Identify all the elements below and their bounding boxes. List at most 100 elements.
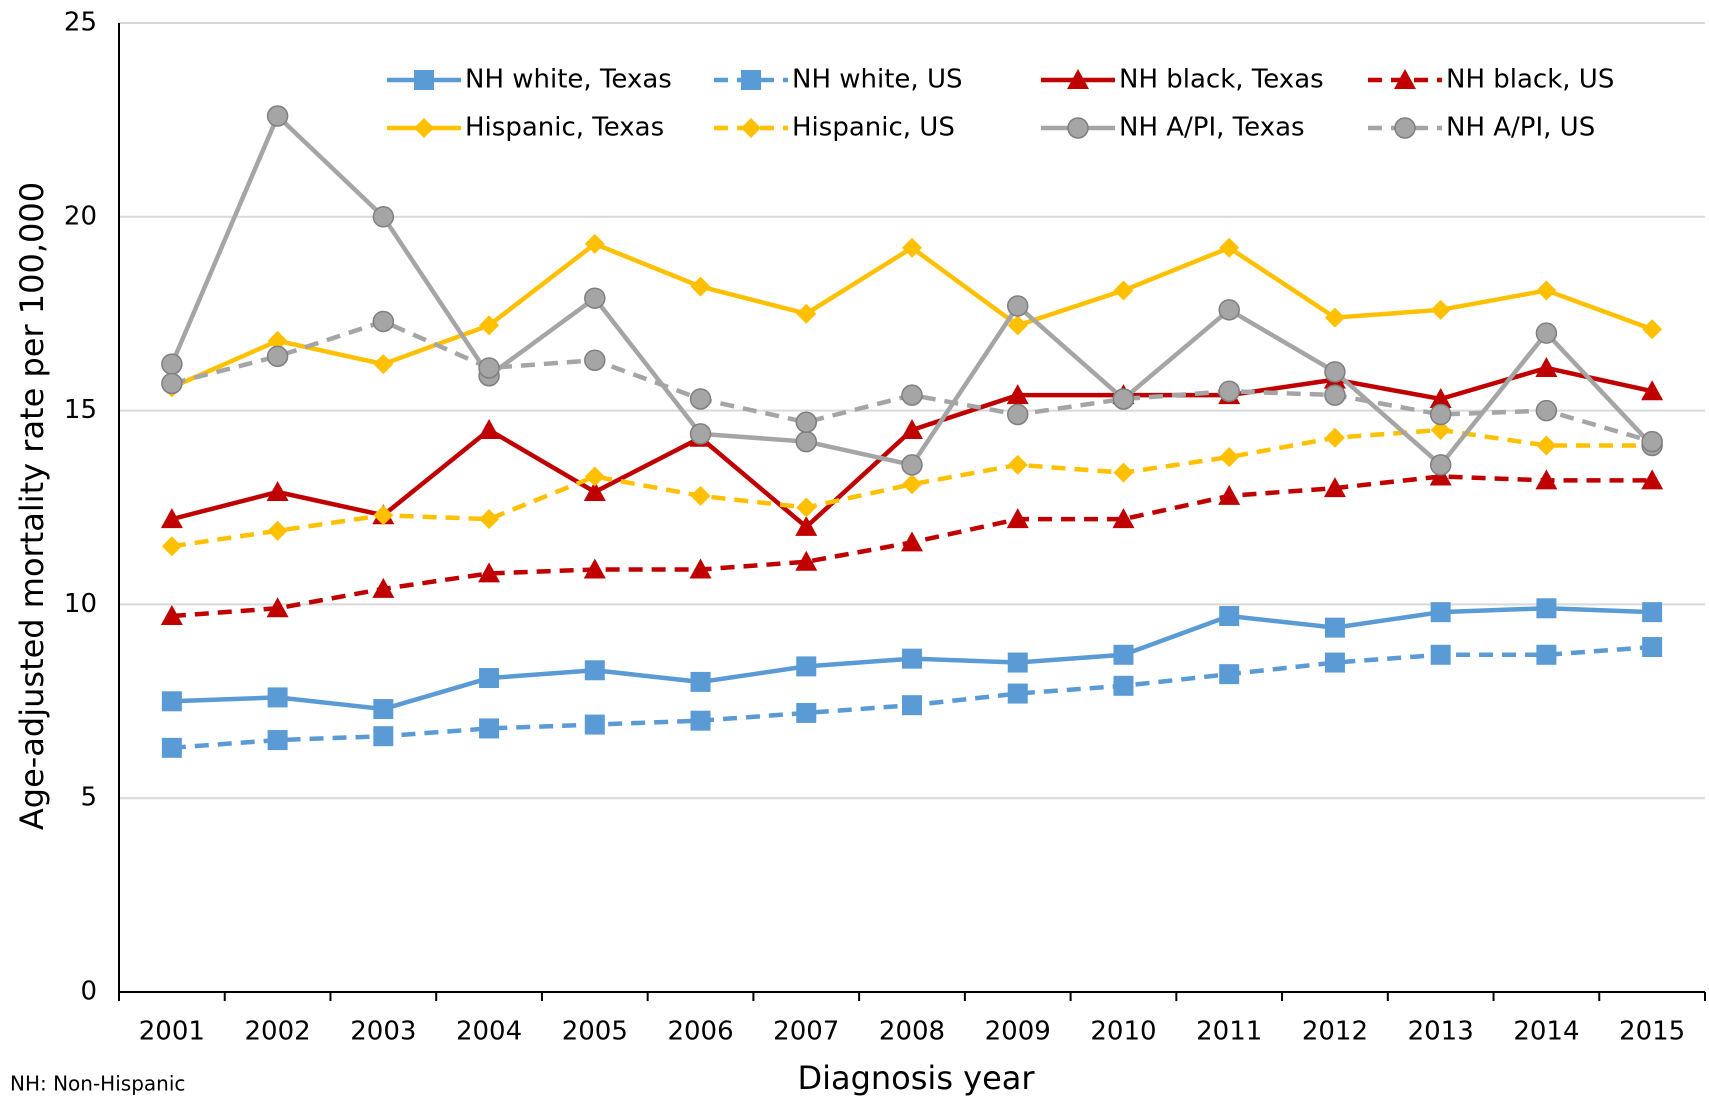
data-point bbox=[796, 303, 817, 324]
legend-label: Hispanic, Texas bbox=[465, 113, 664, 143]
data-point bbox=[689, 423, 712, 445]
data-point bbox=[266, 105, 289, 127]
data-point bbox=[267, 520, 288, 541]
data-point bbox=[901, 531, 923, 552]
data-point bbox=[1536, 644, 1557, 665]
data-point bbox=[902, 648, 922, 669]
data-point bbox=[1536, 598, 1557, 619]
data-point bbox=[373, 726, 394, 747]
data-point bbox=[795, 411, 818, 433]
legend-marker bbox=[414, 70, 434, 90]
x-tick-label: 2006 bbox=[667, 1017, 733, 1047]
data-point bbox=[161, 353, 183, 375]
x-axis-label: Diagnosis year bbox=[797, 1059, 1035, 1097]
data-point bbox=[1324, 427, 1345, 448]
data-point bbox=[1324, 361, 1346, 383]
data-point bbox=[267, 687, 288, 708]
data-point bbox=[902, 695, 922, 716]
data-point bbox=[1535, 322, 1558, 344]
data-point bbox=[373, 699, 394, 720]
data-point bbox=[902, 474, 922, 495]
data-point bbox=[1535, 356, 1558, 377]
data-point bbox=[373, 354, 394, 375]
data-point bbox=[372, 577, 395, 598]
legend-label: NH black, Texas bbox=[1119, 65, 1324, 95]
data-point bbox=[1642, 319, 1663, 340]
data-point bbox=[796, 497, 817, 518]
data-point bbox=[690, 276, 711, 297]
data-point bbox=[1536, 280, 1557, 301]
data-point bbox=[1324, 307, 1345, 328]
legend-label: NH white, Texas bbox=[465, 65, 672, 95]
data-point bbox=[161, 691, 182, 712]
data-point bbox=[479, 509, 500, 530]
x-tick-label: 2010 bbox=[1090, 1017, 1156, 1047]
data-point bbox=[267, 730, 288, 751]
data-point bbox=[1324, 652, 1345, 673]
data-point bbox=[689, 388, 712, 410]
data-point bbox=[584, 287, 606, 309]
data-point bbox=[1113, 675, 1134, 696]
data-point bbox=[372, 206, 395, 228]
data-point bbox=[901, 454, 923, 476]
data-point bbox=[266, 480, 289, 501]
data-point bbox=[267, 330, 288, 351]
series-line bbox=[170, 241, 1653, 390]
data-point bbox=[1429, 403, 1452, 426]
x-tick-label: 2002 bbox=[245, 1017, 311, 1047]
legend-marker bbox=[741, 118, 761, 138]
data-point bbox=[901, 384, 923, 406]
data-point bbox=[478, 418, 501, 439]
data-point bbox=[1324, 384, 1346, 406]
data-point bbox=[1218, 380, 1240, 402]
data-point bbox=[584, 714, 605, 735]
x-tick-label: 2013 bbox=[1408, 1017, 1474, 1047]
data-point bbox=[1218, 484, 1241, 505]
data-point bbox=[902, 237, 922, 258]
legend-label: NH white, US bbox=[792, 65, 963, 95]
y-axis-label: Age-adjusted mortality rate per 100,000 bbox=[13, 182, 51, 830]
data-point bbox=[1006, 508, 1029, 529]
legend-label: NH A/PI, US bbox=[1446, 113, 1595, 143]
y-tick-label: 5 bbox=[80, 783, 97, 813]
data-point bbox=[584, 349, 606, 371]
x-tick-label: 2015 bbox=[1619, 1017, 1685, 1047]
data-point bbox=[1218, 299, 1240, 321]
legend-label: NH black, US bbox=[1446, 65, 1614, 95]
data-point bbox=[478, 562, 501, 583]
y-tick-label: 15 bbox=[64, 395, 97, 425]
data-point bbox=[1536, 435, 1557, 456]
data-point bbox=[1535, 469, 1558, 490]
data-point bbox=[1429, 454, 1452, 476]
data-point bbox=[795, 515, 818, 536]
data-point bbox=[1642, 637, 1663, 658]
x-tick-label: 2011 bbox=[1196, 1017, 1262, 1047]
legend-marker bbox=[1394, 117, 1416, 139]
x-tick-label: 2003 bbox=[350, 1017, 416, 1047]
data-point bbox=[1429, 387, 1452, 408]
data-point bbox=[1112, 388, 1135, 410]
data-point bbox=[266, 597, 289, 618]
x-tick-label: 2007 bbox=[773, 1017, 839, 1047]
data-point bbox=[795, 550, 818, 571]
data-point bbox=[479, 315, 500, 336]
y-tick-label: 25 bbox=[64, 8, 97, 38]
data-point bbox=[1219, 447, 1240, 468]
data-point bbox=[1006, 295, 1029, 317]
data-point bbox=[1641, 469, 1664, 490]
legend-marker bbox=[1067, 117, 1089, 139]
data-point bbox=[373, 505, 394, 526]
data-point bbox=[1430, 299, 1451, 320]
data-point bbox=[690, 485, 711, 506]
x-tick-label: 2004 bbox=[456, 1017, 522, 1047]
data-point bbox=[795, 430, 818, 453]
data-point bbox=[584, 660, 605, 681]
data-point bbox=[1007, 652, 1028, 673]
legend-marker bbox=[741, 70, 761, 90]
x-tick-label: 2012 bbox=[1302, 1017, 1368, 1047]
data-point bbox=[1535, 399, 1558, 422]
data-point bbox=[1113, 280, 1134, 301]
legend-marker bbox=[414, 118, 434, 138]
data-point bbox=[1324, 617, 1345, 638]
data-point bbox=[1641, 380, 1664, 401]
